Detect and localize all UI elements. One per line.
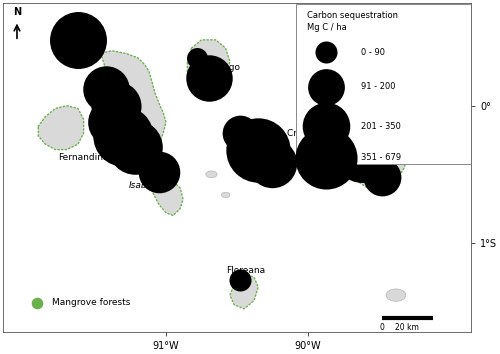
Point bbox=[108, 119, 116, 125]
Text: 20 km: 20 km bbox=[396, 322, 419, 332]
Point bbox=[254, 147, 262, 153]
Polygon shape bbox=[230, 273, 258, 309]
Text: Isabela: Isabela bbox=[128, 181, 161, 190]
Text: 201 - 350: 201 - 350 bbox=[361, 122, 401, 131]
Point bbox=[236, 277, 244, 283]
Polygon shape bbox=[234, 126, 286, 175]
Point bbox=[193, 55, 201, 61]
Point bbox=[358, 151, 366, 156]
Text: Santiago: Santiago bbox=[200, 63, 240, 72]
Text: N: N bbox=[13, 6, 21, 17]
Polygon shape bbox=[60, 34, 183, 216]
Text: 351 - 679: 351 - 679 bbox=[361, 153, 401, 162]
Point bbox=[268, 160, 276, 166]
Point bbox=[204, 75, 212, 81]
Point bbox=[102, 86, 110, 92]
Polygon shape bbox=[188, 40, 230, 89]
Text: Floreana: Floreana bbox=[226, 266, 265, 275]
Polygon shape bbox=[354, 140, 408, 191]
Text: 0: 0 bbox=[380, 322, 384, 332]
Text: Carbon sequestration
Mg C / ha: Carbon sequestration Mg C / ha bbox=[307, 11, 398, 32]
Text: 91 - 200: 91 - 200 bbox=[361, 82, 396, 91]
Ellipse shape bbox=[206, 171, 217, 178]
Polygon shape bbox=[38, 106, 84, 150]
Point bbox=[131, 144, 139, 150]
Point bbox=[112, 103, 120, 109]
Text: Mangrove forests: Mangrove forests bbox=[52, 298, 130, 307]
Text: 0 - 90: 0 - 90 bbox=[361, 48, 385, 57]
Point bbox=[145, 155, 153, 161]
Point bbox=[236, 130, 244, 136]
Ellipse shape bbox=[222, 192, 230, 198]
FancyBboxPatch shape bbox=[296, 4, 471, 164]
Text: Santa Cruz: Santa Cruz bbox=[258, 129, 307, 138]
Point bbox=[155, 169, 163, 175]
Point bbox=[74, 37, 82, 43]
Point bbox=[378, 174, 386, 180]
Text: San Cristóbal: San Cristóbal bbox=[360, 142, 420, 152]
Text: Fernandina: Fernandina bbox=[58, 153, 109, 162]
Point bbox=[120, 133, 128, 139]
Ellipse shape bbox=[386, 289, 406, 301]
